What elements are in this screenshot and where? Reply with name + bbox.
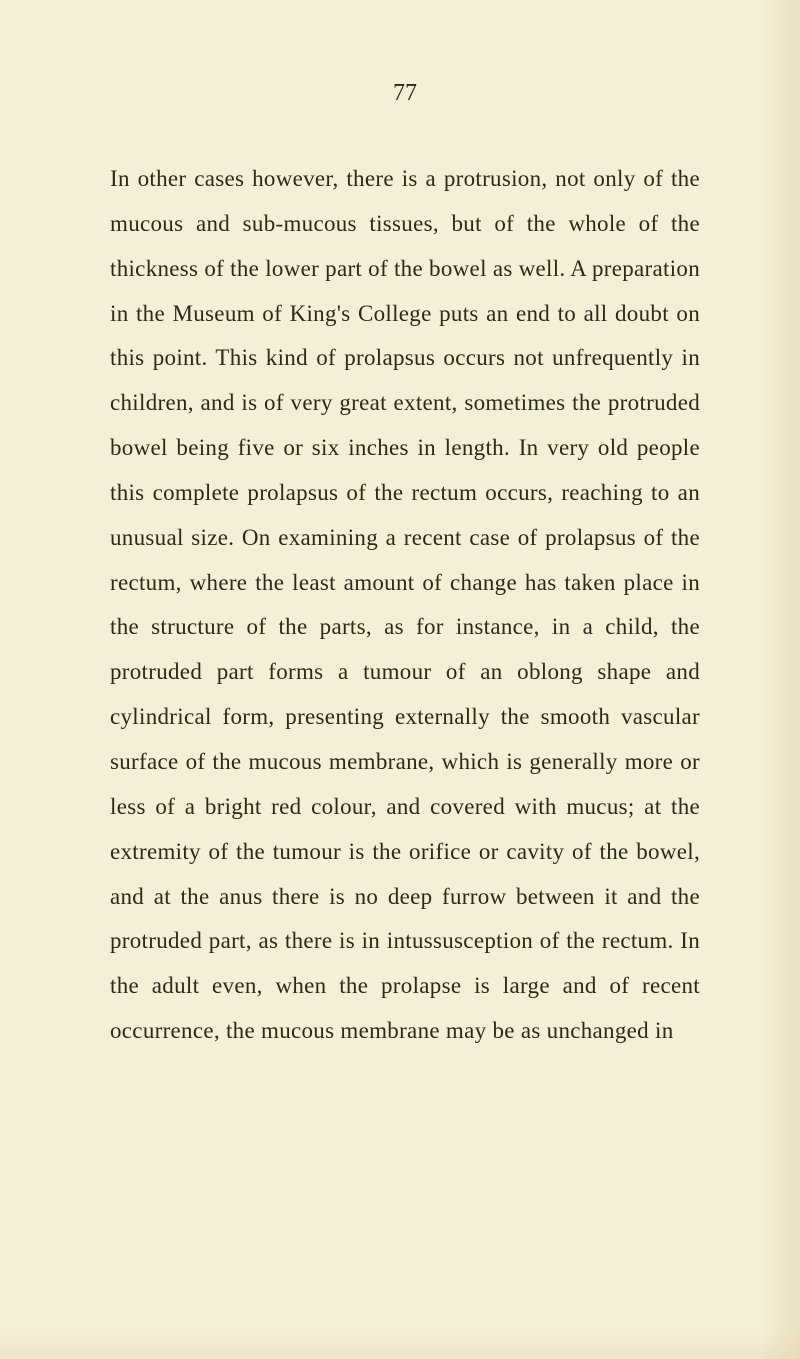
- body-text: In other cases however, there is a protr…: [110, 157, 700, 1054]
- page-number: 77: [110, 80, 700, 107]
- page-container: 77 In other cases however, there is a pr…: [0, 0, 800, 1359]
